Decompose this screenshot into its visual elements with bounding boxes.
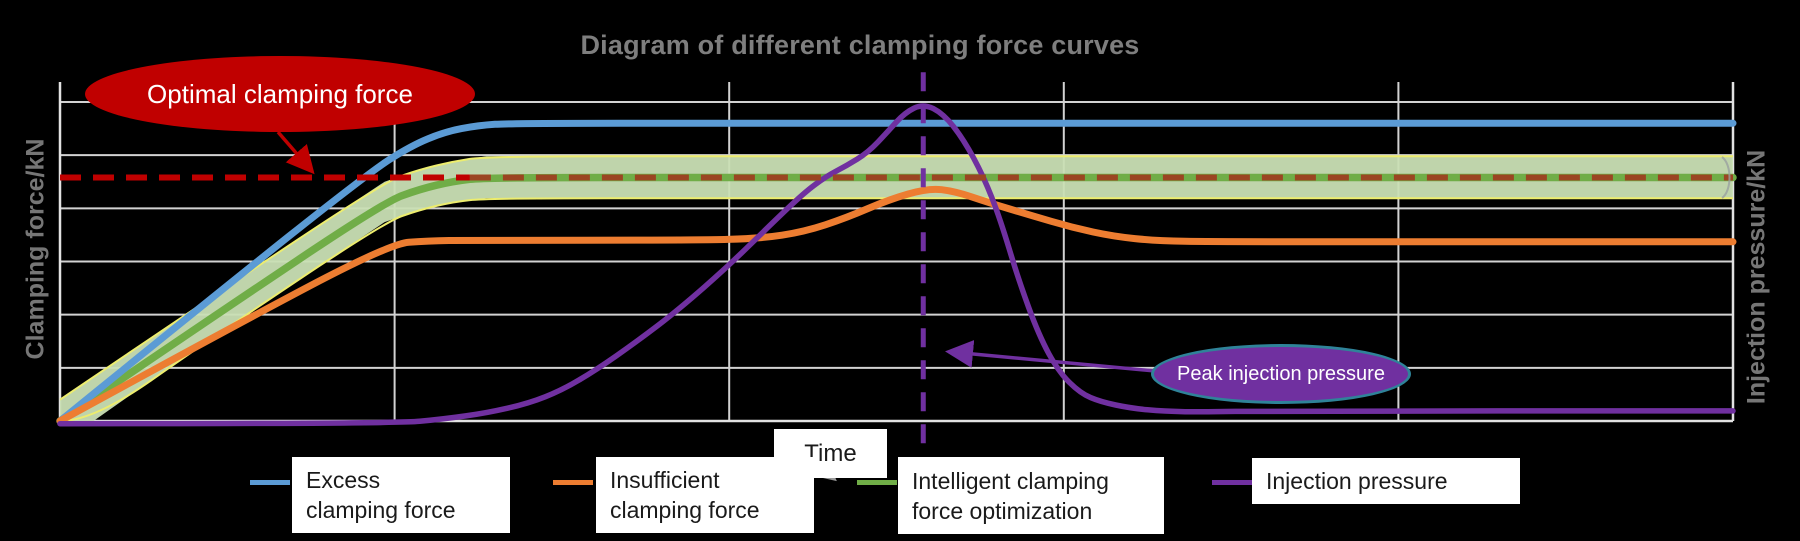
series-excess-clamping-force xyxy=(56,119,1737,425)
legend-line-1 xyxy=(553,480,593,485)
legend-line-2 xyxy=(857,480,897,485)
series-intelligent-clamping-force-optimization xyxy=(56,173,1737,425)
band-end-cap xyxy=(1721,156,1731,199)
legend-item-1: Insufficient clamping force xyxy=(596,457,814,533)
legend-item-0: Excess clamping force xyxy=(292,457,510,533)
optimal-callout-arrow xyxy=(276,130,315,175)
series-injection-pressure xyxy=(57,103,1736,427)
series-insufficient-clamping-force xyxy=(56,185,1737,425)
legend-item-3: Injection pressure xyxy=(1252,458,1520,504)
legend-item-2: Intelligent clamping force optimization xyxy=(898,457,1164,534)
legend-line-0 xyxy=(250,480,290,485)
annotation-arrows xyxy=(817,156,1731,482)
peak-callout-arrow xyxy=(945,340,1156,373)
peak-callout-label: Peak injection pressure xyxy=(1177,362,1385,385)
tolerance-band xyxy=(59,155,1733,422)
reference-lines xyxy=(60,72,1733,445)
optimal-callout-label: Optimal clamping force xyxy=(147,78,413,109)
chart-title: Diagram of different clamping force curv… xyxy=(580,30,1140,60)
optimal-clamping-force-callout: Optimal clamping force xyxy=(85,56,475,132)
right-axis-label: Injection pressure/kN xyxy=(1742,149,1771,405)
peak-injection-pressure-callout: Peak injection pressure xyxy=(1151,344,1411,404)
left-axis-label: Clamping force/kN xyxy=(21,138,50,360)
legend-line-3 xyxy=(1212,480,1252,485)
